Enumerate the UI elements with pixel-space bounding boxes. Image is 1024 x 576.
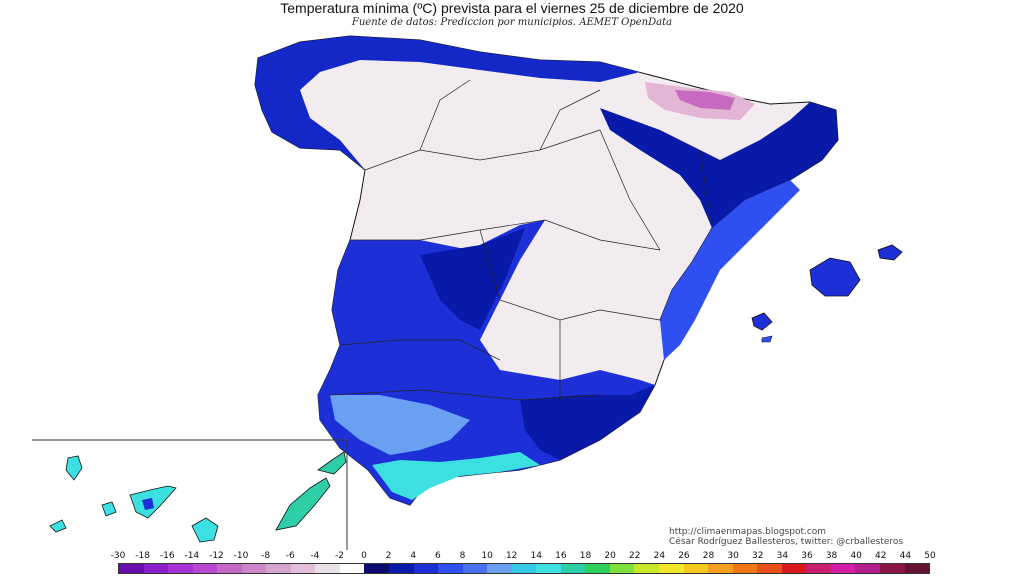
legend-label: 36 [801,551,813,561]
legend-label: 8 [459,551,466,561]
pyrenees-deep-frost [675,90,735,110]
guadalquivir-mild-zone [330,395,470,455]
legend-label: -16 [159,551,175,561]
legend-swatch [119,564,144,573]
legend-label: 44 [899,551,912,561]
lanzarote [317,451,347,475]
legend-swatch [511,564,537,573]
legend-label: -18 [135,551,150,561]
southeast-zone [520,385,655,460]
legend-swatch [904,564,930,573]
legend-label: 50 [924,551,936,561]
legend-swatch [217,564,242,573]
menorca [877,244,903,261]
credits-blog-link[interactable]: http://climaenmapas.blogspot.com [669,527,827,537]
legend-swatch [143,564,169,573]
legend-label: 40 [850,551,862,561]
legend-labels: -30 -18 -16 -14 -12 -10 -8 -6 -4 -2 0 2 4 6 8 10 12 14 16 1… [110,551,940,563]
legend-label: -12 [209,551,224,561]
legend-swatch [830,564,856,573]
formentera [761,335,773,343]
legend-swatch [659,564,684,573]
north-coast-cold-band [255,36,640,170]
legend-label: -2 [334,551,344,561]
legend-swatch [192,564,218,573]
legend-label: 34 [776,551,789,561]
fuerteventura [275,477,331,531]
map-subtitle: Fuente de datos: Prediccion por municipi… [351,17,673,28]
dark-band-center-west [420,228,525,330]
tenerife [129,485,177,519]
legend-swatch [806,564,831,573]
legend-swatch [241,564,267,573]
legend-label: -30 [110,551,126,561]
legend-swatch [634,564,660,573]
map-title: Temperatura mínima (ºC) prevista para el… [280,0,744,16]
tenerife-peak [142,498,154,510]
credits: http://climaenmapas.blogspot.com César R… [669,527,903,547]
legend-label: 12 [505,551,518,561]
legend-swatch [438,564,463,573]
legend-swatch [585,564,610,573]
legend-label: -8 [261,551,271,561]
legend-label: -10 [233,551,249,561]
legend-swatch [879,564,905,573]
legend-swatch [339,564,365,573]
credits-author: César Rodríguez Ballesteros, twitter: @c… [669,537,904,547]
legend-label: -14 [184,551,200,561]
legend-swatch [536,564,561,573]
legend-label: 42 [875,551,887,561]
legend-label: 6 [435,551,441,561]
east-coast-mild-zone [660,180,800,360]
legend-label: 4 [410,551,417,561]
mallorca [809,257,861,297]
legend-swatch [462,564,488,573]
legend-label: -6 [285,551,295,561]
legend-label: 14 [530,551,543,561]
legend-swatch [315,564,340,573]
legend-swatch [855,564,880,573]
legend-label: 28 [702,551,715,561]
legend-swatch [487,564,512,573]
gran-canaria [191,517,219,543]
legend-swatch [732,564,758,573]
legend-swatch [168,564,193,573]
legend-swatch [609,564,635,573]
legend-label: 30 [727,551,739,561]
legend-swatch [757,564,782,573]
legend-swatch [781,564,807,573]
legend-swatch [708,564,733,573]
legend-label: 38 [825,551,838,561]
legend-swatch [290,564,316,573]
legend-label: 22 [628,551,641,561]
legend-label: 24 [653,551,666,561]
legend-label: 10 [481,551,493,561]
ibiza [751,312,773,331]
legend-label: 18 [579,551,592,561]
la-gomera [101,501,117,517]
la-palma [65,455,83,481]
legend-swatch [560,564,586,573]
legend-swatch [413,564,439,573]
south-coast-warm-zone [372,452,540,500]
legend-label: 0 [361,551,367,561]
legend-swatch [389,564,414,573]
region-borders [329,79,713,401]
el-hierro [49,519,67,533]
legend-swatch [364,564,390,573]
legend-label: 32 [752,551,764,561]
legend-swatch [683,564,709,573]
legend-label: 26 [678,551,690,561]
legend-label: -4 [310,551,320,561]
legend-label: 16 [555,551,567,561]
legend-swatch [266,564,291,573]
canary-inset-frame [32,439,348,550]
legend-label: 20 [604,551,616,561]
ebro-valley-cold-zone [600,102,838,228]
legend-label: 2 [385,551,392,561]
legend-color-bar [118,563,930,574]
